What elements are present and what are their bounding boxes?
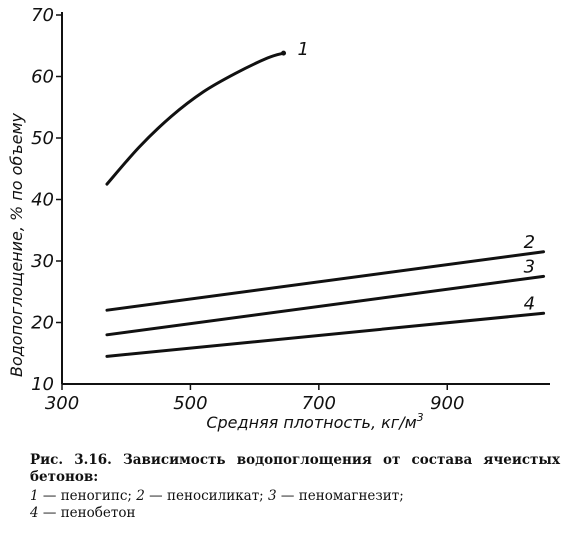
y-tick-label: 10	[31, 374, 54, 395]
figure-caption: Рис. 3.16. Зависимость водопоглощения от…	[30, 452, 560, 522]
series-layer	[105, 50, 546, 358]
caption-legend-item-4: 4 — пенобетон	[30, 505, 136, 521]
ticks: 10 20 30 40 50 60 70 300 500 700 900	[31, 5, 464, 414]
x-axis-title-superscript: 3	[417, 411, 424, 424]
series-endpoint-marker-1	[281, 50, 287, 56]
series-label-1: 1	[298, 39, 309, 60]
x-tick-label: 900	[430, 393, 464, 414]
series-labels: 1 2 3 4	[298, 39, 536, 314]
x-axis-title: Средняя плотность, кг/м3	[206, 411, 423, 432]
series-line-2	[105, 250, 546, 312]
series-label-4: 4	[524, 293, 535, 314]
y-tick-label: 60	[31, 67, 54, 88]
series-line-1	[105, 51, 286, 186]
y-tick-label: 50	[31, 128, 54, 149]
caption-legend: 1 — пеногипс; 2 — пеносиликат; 3 — пеном…	[30, 488, 560, 522]
caption-title: Рис. 3.16. Зависимость водопоглощения от…	[30, 452, 560, 485]
caption-legend-item-2: 2 — пеносиликат;	[136, 488, 264, 504]
y-tick-label: 70	[31, 5, 54, 26]
axes	[61, 12, 550, 385]
series-line-4	[105, 311, 546, 358]
x-tick-label: 300	[45, 393, 79, 414]
y-tick-label: 20	[31, 313, 54, 334]
y-axis-title: Водопоглощение, % по объему	[7, 112, 26, 377]
x-axis-title-text: Средняя плотность, кг/м	[206, 413, 416, 432]
x-tick-label: 700	[302, 393, 336, 414]
caption-legend-item-1: 1 — пеногипс;	[30, 488, 132, 504]
caption-legend-item-3: 3 — пеномагнезит;	[268, 488, 404, 504]
y-tick-label: 30	[31, 251, 54, 272]
y-tick-label: 40	[31, 190, 54, 211]
series-line-3	[105, 274, 546, 337]
series-label-2: 2	[524, 232, 535, 253]
x-tick-label: 500	[173, 393, 207, 414]
series-label-3: 3	[524, 256, 535, 277]
chart: 10 20 30 40 50 60 70 300 500 700 900 1 2 3 4 Водопогл…	[7, 5, 550, 432]
